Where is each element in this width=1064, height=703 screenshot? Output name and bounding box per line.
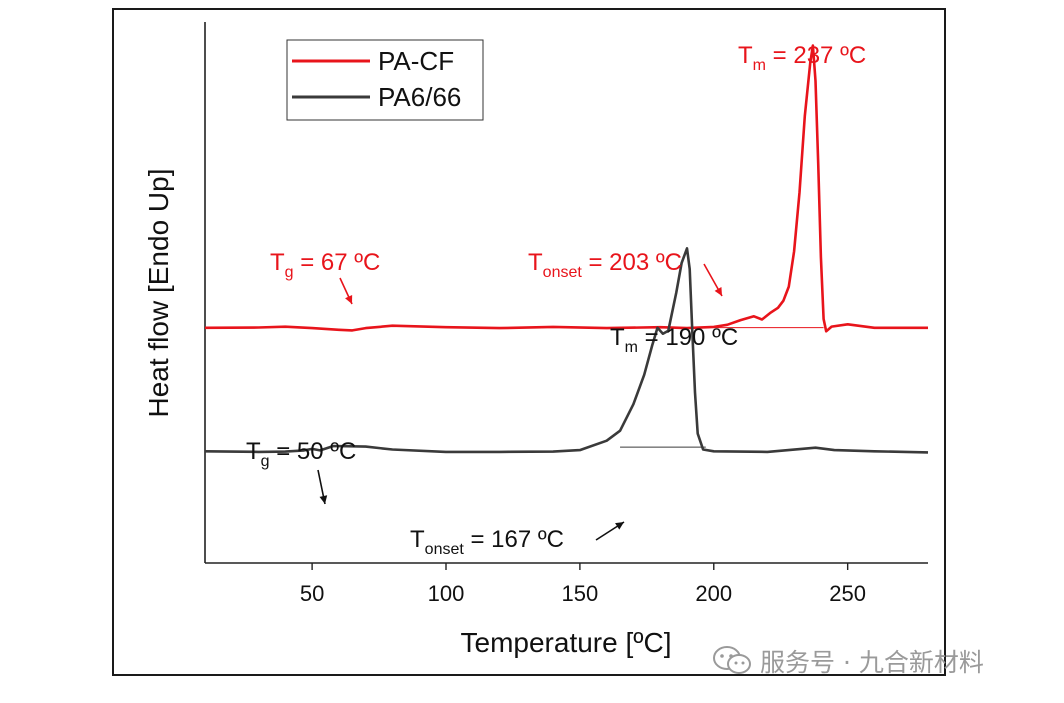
x-axis-title: Temperature [ºC]	[461, 627, 672, 658]
legend-label-pa6-66: PA6/66	[378, 82, 461, 112]
y-axis-title: Heat flow [Endo Up]	[143, 168, 174, 417]
annotation-pa6-66-tg: Tg = 50 ºC	[246, 438, 356, 470]
annotation-pa6-66-tm: Tm = 190 ºC	[610, 324, 738, 356]
legend-box	[286, 39, 484, 121]
legend-label-pa-cf: PA-CF	[378, 46, 454, 76]
x-tick-label-50: 50	[300, 581, 324, 606]
wechat-icon	[713, 646, 751, 674]
x-tick-label-150: 150	[562, 581, 599, 606]
watermark-text: 服务号 · 九合新材料	[760, 648, 984, 677]
annotation-group: Tg = 67 ºC Tonset = 203 ºC Tm = 237 ºC Tg =…	[246, 42, 866, 558]
annotation-pa6-66-tg-arrowhead	[319, 495, 328, 504]
series-group	[204, 44, 929, 454]
annotation-pa-cf-tm: Tm = 237 ºC	[738, 42, 866, 74]
annotation-pa-cf-tonset: Tonset = 203 ºC	[528, 249, 682, 281]
x-axis-ticks: 50 100 150 200 250	[300, 563, 866, 606]
legend: PA-CF PA6/66	[286, 39, 484, 121]
figure-frame	[112, 8, 946, 676]
baseline-group	[620, 327, 824, 448]
series-line-pa6-66	[204, 247, 929, 454]
series-line-pa-cf	[204, 44, 928, 333]
annotation-pa6-66-tonset: Tonset = 167 ºC	[410, 526, 564, 558]
annotation-pa-cf-tg-arrowhead	[345, 295, 353, 304]
annotation-pa6-66-tonset-arrowhead	[615, 522, 624, 530]
annotation-pa-cf-tg: Tg = 67 ºC	[270, 249, 380, 281]
x-tick-label-250: 250	[829, 581, 866, 606]
x-tick-label-100: 100	[428, 581, 465, 606]
x-tick-label-200: 200	[695, 581, 732, 606]
annotation-pa-cf-tonset-arrowhead	[714, 287, 722, 296]
watermark: 服务号 · 九合新材料	[712, 644, 984, 678]
